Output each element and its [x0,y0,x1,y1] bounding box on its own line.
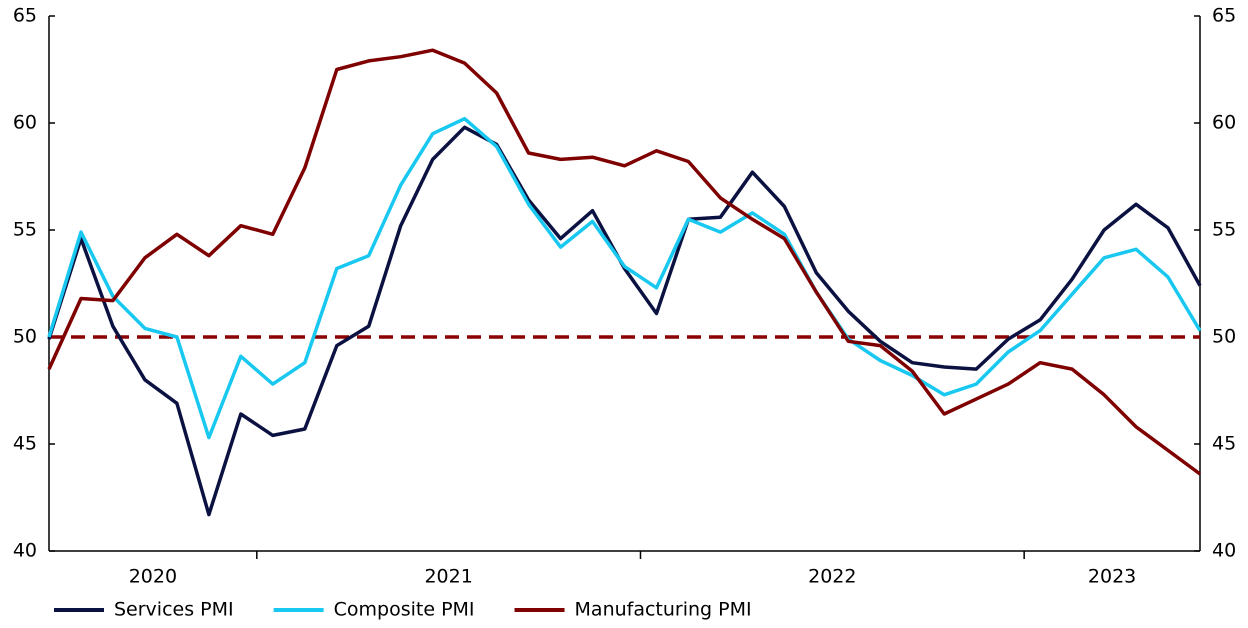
x-group-label: 2022 [808,566,856,588]
series-line [47,116,1202,440]
legend-label: Services PMI [114,599,234,621]
x-group-label: 2021 [424,566,472,588]
y-tick-label: 65 [13,5,37,27]
y2-tick-label: 50 [1212,326,1236,348]
y-tick-label: 60 [13,112,37,134]
y2-tick-label: 55 [1212,219,1236,241]
y-tick-label: 45 [13,433,37,455]
legend-label: Composite PMI [334,599,475,621]
legend-label: Manufacturing PMI [575,599,752,621]
y2-tick-label: 40 [1212,540,1236,562]
x-group-label: 2020 [129,566,177,588]
series-line [47,48,1202,476]
y-tick-label: 40 [13,540,37,562]
y-tick-label: 50 [13,326,37,348]
y2-tick-label: 45 [1212,433,1236,455]
y-tick-label: 55 [13,219,37,241]
x-group-label: 2023 [1088,566,1136,588]
y2-tick-label: 65 [1212,5,1236,27]
y2-tick-label: 60 [1212,112,1236,134]
series-line [47,125,1202,517]
